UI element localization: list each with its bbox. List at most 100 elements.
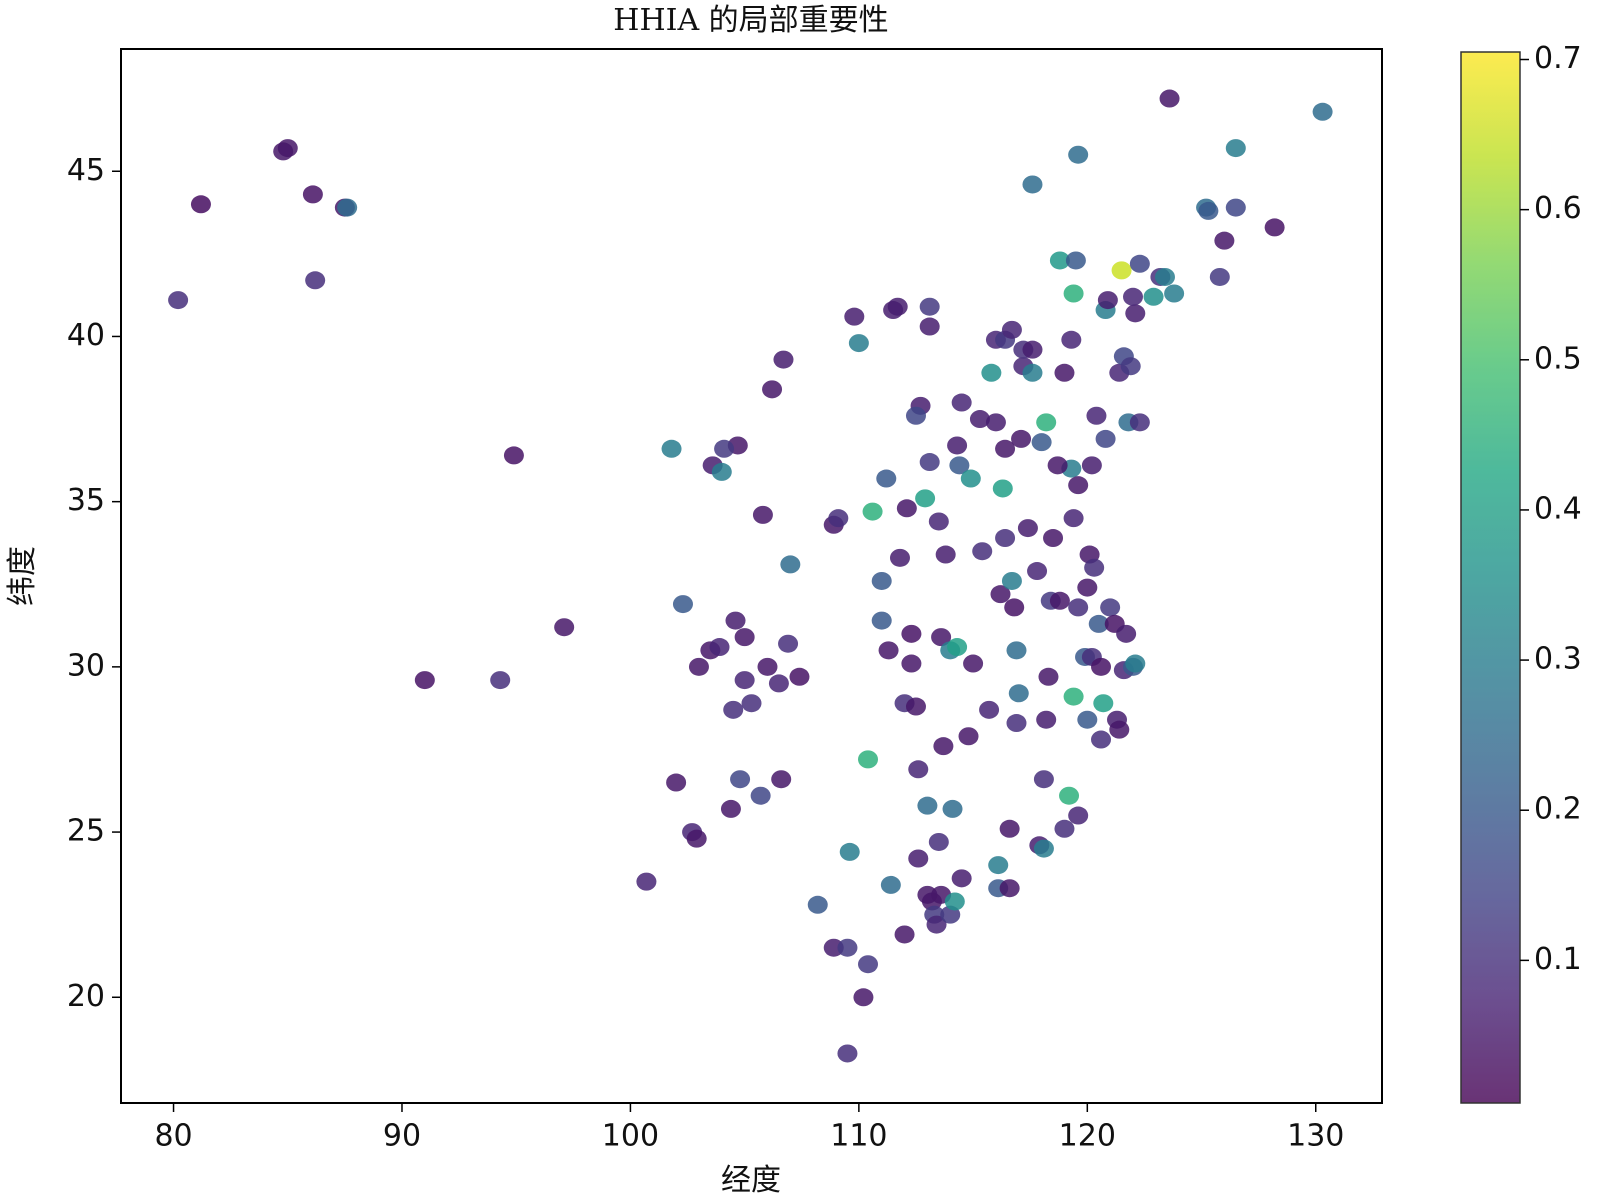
point [844,307,865,326]
point [1264,218,1285,237]
point [944,892,965,911]
point [1129,254,1150,273]
colorbar [1460,51,1521,1104]
point [947,638,968,657]
point [672,595,693,614]
colorbar-tick-label: 0.6 [1534,191,1582,226]
colorbar-tick-label: 0.1 [1534,942,1582,977]
x-tick-label: 80 [154,1119,192,1154]
point [1065,251,1086,270]
point [969,410,990,429]
y-tick-label: 30 [67,648,105,683]
point [1068,145,1089,164]
point [302,185,323,204]
point [1125,304,1146,323]
point [1017,519,1038,538]
point [1159,89,1180,108]
point [862,502,883,521]
point [1225,139,1246,158]
point [848,334,869,353]
point [990,585,1011,604]
point [901,624,922,643]
point [908,760,929,779]
point [1084,558,1105,577]
point [1093,694,1114,713]
point [337,198,358,217]
x-axis-label: 经度 [721,1163,781,1198]
x-tick-label: 100 [602,1119,659,1154]
point [896,499,917,518]
point [931,628,952,647]
point [995,439,1016,458]
point [1061,330,1082,349]
point [723,700,744,719]
point [789,667,810,686]
point [995,529,1016,548]
point [1088,614,1109,633]
point [1063,509,1084,528]
point [919,317,940,336]
point [880,875,901,894]
y-tick-label: 35 [67,483,105,518]
point [1001,571,1022,590]
point [1209,267,1230,286]
point [1033,770,1054,789]
point [807,895,828,914]
point [734,628,755,647]
point [414,671,435,690]
point [1081,456,1102,475]
point [947,436,968,455]
point [273,142,294,161]
point [823,938,844,957]
point [720,799,741,818]
point [1077,710,1098,729]
point [503,446,524,465]
point [741,694,762,713]
point [1006,714,1027,733]
point [734,671,755,690]
point [963,654,984,673]
point [711,462,732,481]
point [750,786,771,805]
point [1122,287,1143,306]
point [1091,657,1112,676]
point [1004,598,1025,617]
point [1054,363,1075,382]
point [958,727,979,746]
point [1049,591,1070,610]
point [876,469,897,488]
point [709,638,730,657]
point [1214,231,1235,250]
point [889,548,910,567]
point [305,271,326,290]
point [887,297,908,316]
point [1006,641,1027,660]
point [926,915,947,934]
point [828,509,849,528]
point [901,654,922,673]
point [757,657,778,676]
point [762,380,783,399]
point [1091,730,1112,749]
chart-title: HHIA 的局部重要性 [613,3,888,38]
point [1001,320,1022,339]
point [1111,261,1132,280]
point [951,869,972,888]
x-tick-label: 90 [383,1119,421,1154]
point [714,439,735,458]
point [771,770,792,789]
point [942,799,963,818]
point [1027,562,1048,581]
point [752,505,773,524]
y-tick-label: 25 [67,814,105,849]
point [839,842,860,861]
point [1033,839,1054,858]
point [878,641,899,660]
point [1097,291,1118,310]
point [1063,687,1084,706]
point [1095,429,1116,448]
point [894,925,915,944]
point [928,512,949,531]
point [1198,201,1219,220]
